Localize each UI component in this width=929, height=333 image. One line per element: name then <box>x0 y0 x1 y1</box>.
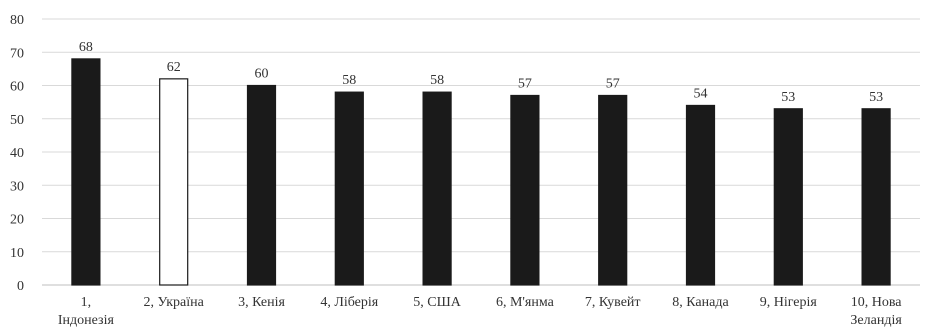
bar-7 <box>598 94 628 286</box>
category-label-6: 6, М'янма <box>496 295 555 310</box>
bar-3 <box>246 84 277 286</box>
y-tick-label-0: 0 <box>17 279 24 294</box>
x-axis: 1, Індонезія 2, Україна 3, Кенія 4, Ліберія 5… <box>58 295 902 328</box>
bar-2 <box>159 78 189 286</box>
y-tick-label-10: 10 <box>10 246 24 261</box>
data-label-5: 58 <box>430 73 444 88</box>
y-axis: 0 10 20 30 40 50 60 70 80 <box>10 13 24 294</box>
bar-9 <box>773 108 803 286</box>
y-tick-label-30: 30 <box>10 179 24 194</box>
category-label-4: 4, Ліберія <box>320 295 378 310</box>
category-label-10: 10, Нова Зеландія <box>850 295 902 328</box>
data-label-2: 62 <box>167 60 181 75</box>
bar-8 <box>685 104 716 286</box>
data-label-1: 68 <box>79 40 93 55</box>
bars <box>71 58 891 286</box>
y-tick-label-70: 70 <box>10 46 24 61</box>
y-tick-label-50: 50 <box>10 113 24 128</box>
data-labels: 68 62 60 58 58 57 57 54 53 53 <box>79 40 883 105</box>
category-label-9: 9, Нігерія <box>760 295 818 310</box>
data-label-3: 60 <box>255 67 269 82</box>
category-label-7: 7, Кувейт <box>585 295 641 310</box>
bar-1 <box>71 58 101 286</box>
data-label-10: 53 <box>869 90 883 105</box>
data-label-8: 54 <box>694 86 708 101</box>
data-label-4: 58 <box>342 73 356 88</box>
data-label-7: 57 <box>606 76 620 91</box>
bar-10 <box>861 108 891 286</box>
category-label-8: 8, Канада <box>672 295 729 310</box>
y-tick-label-40: 40 <box>10 146 24 161</box>
y-tick-label-20: 20 <box>10 213 24 228</box>
bar-4 <box>334 91 364 286</box>
bar-6 <box>510 94 540 286</box>
bar-5 <box>422 91 452 286</box>
category-label-5: 5, США <box>413 295 461 310</box>
grid-layer <box>42 18 920 286</box>
data-label-9: 53 <box>781 90 795 105</box>
data-label-6: 57 <box>518 76 532 91</box>
y-tick-label-80: 80 <box>10 13 24 28</box>
y-tick-label-60: 60 <box>10 80 24 95</box>
category-label-1: 1, Індонезія <box>58 295 115 328</box>
category-label-3: 3, Кенія <box>238 295 285 310</box>
category-label-2: 2, Україна <box>144 295 205 310</box>
